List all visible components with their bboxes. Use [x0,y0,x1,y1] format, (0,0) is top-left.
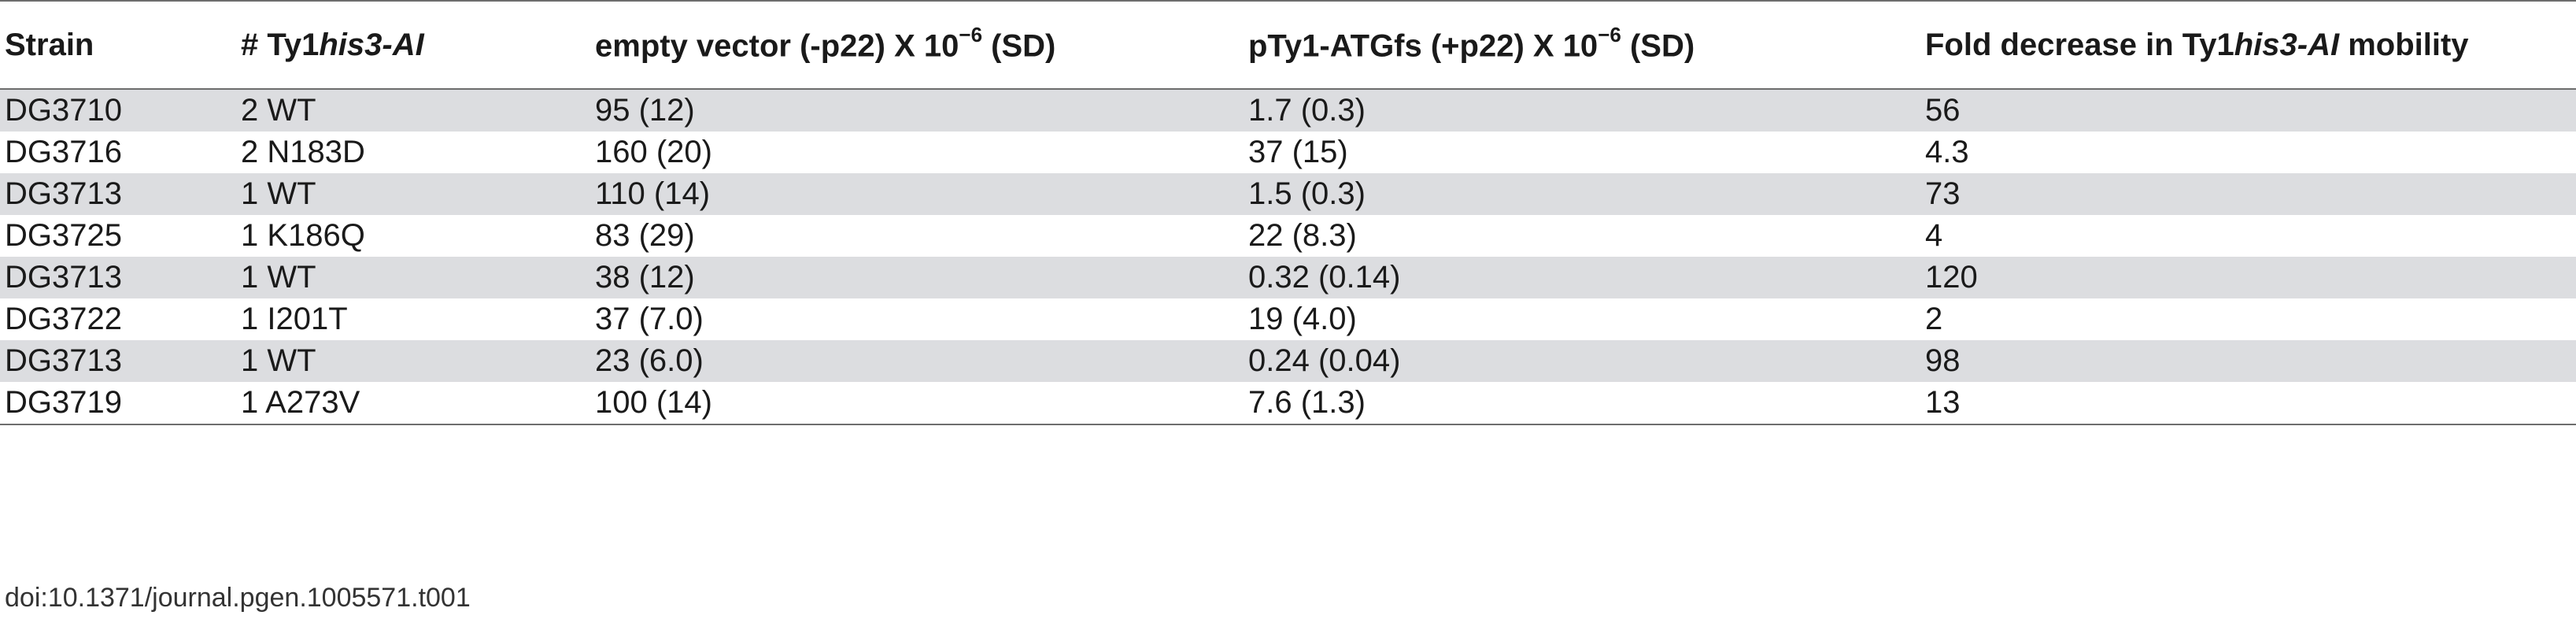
header-fold-decrease: Fold decrease in Ty1his3-AI mobility [1920,0,2576,90]
cell-strain: DG3713 [0,257,236,298]
header-strain: Strain [0,0,236,90]
cell-copies: 1 WT [236,257,590,298]
cell-empty-vector: 110 (14) [590,173,1244,215]
cell-fold-decrease: 98 [1920,340,2576,382]
mobility-table: Strain # Ty1his3-AI empty vector (-p22) … [0,0,2576,425]
header-empty-vector: empty vector (-p22) X 10−6 (SD) [590,0,1244,90]
cell-strain: DG3713 [0,173,236,215]
cell-fold-decrease: 73 [1920,173,2576,215]
cell-strain: DG3719 [0,382,236,425]
cell-copies: 1 A273V [236,382,590,425]
cell-strain: DG3716 [0,132,236,173]
cell-fold-decrease: 13 [1920,382,2576,425]
table-row: DG3713 1 WT 38 (12) 0.32 (0.14) 120 [0,257,2576,298]
cell-pty1: 37 (15) [1244,132,1920,173]
cell-copies: 2 WT [236,89,590,132]
cell-copies: 1 I201T [236,298,590,340]
cell-fold-decrease: 4.3 [1920,132,2576,173]
cell-fold-decrease: 4 [1920,215,2576,257]
table-body: DG3710 2 WT 95 (12) 1.7 (0.3) 56 DG3716 … [0,89,2576,425]
table-row: DG3719 1 A273V 100 (14) 7.6 (1.3) 13 [0,382,2576,425]
cell-pty1: 7.6 (1.3) [1244,382,1920,425]
cell-empty-vector: 23 (6.0) [590,340,1244,382]
header-copies: # Ty1his3-AI [236,0,590,90]
table-row: DG3713 1 WT 23 (6.0) 0.24 (0.04) 98 [0,340,2576,382]
cell-pty1: 0.24 (0.04) [1244,340,1920,382]
table-row: DG3716 2 N183D 160 (20) 37 (15) 4.3 [0,132,2576,173]
table-row: DG3722 1 I201T 37 (7.0) 19 (4.0) 2 [0,298,2576,340]
cell-pty1: 0.32 (0.14) [1244,257,1920,298]
cell-strain: DG3725 [0,215,236,257]
table-row: DG3725 1 K186Q 83 (29) 22 (8.3) 4 [0,215,2576,257]
cell-copies: 1 WT [236,173,590,215]
table-row: DG3713 1 WT 110 (14) 1.5 (0.3) 73 [0,173,2576,215]
cell-empty-vector: 83 (29) [590,215,1244,257]
cell-strain: DG3722 [0,298,236,340]
cell-pty1: 19 (4.0) [1244,298,1920,340]
data-table-container: Strain # Ty1his3-AI empty vector (-p22) … [0,0,2576,425]
table-header: Strain # Ty1his3-AI empty vector (-p22) … [0,0,2576,90]
cell-pty1: 1.7 (0.3) [1244,89,1920,132]
header-row: Strain # Ty1his3-AI empty vector (-p22) … [0,0,2576,90]
cell-strain: DG3713 [0,340,236,382]
cell-empty-vector: 38 (12) [590,257,1244,298]
cell-empty-vector: 100 (14) [590,382,1244,425]
table-row: DG3710 2 WT 95 (12) 1.7 (0.3) 56 [0,89,2576,132]
cell-pty1: 22 (8.3) [1244,215,1920,257]
cell-fold-decrease: 2 [1920,298,2576,340]
header-pty1: pTy1-ATGfs (+p22) X 10−6 (SD) [1244,0,1920,90]
cell-copies: 2 N183D [236,132,590,173]
cell-strain: DG3710 [0,89,236,132]
cell-empty-vector: 160 (20) [590,132,1244,173]
cell-pty1: 1.5 (0.3) [1244,173,1920,215]
doi-caption: doi:10.1371/journal.pgen.1005571.t001 [5,583,471,613]
cell-empty-vector: 95 (12) [590,89,1244,132]
cell-fold-decrease: 56 [1920,89,2576,132]
cell-copies: 1 WT [236,340,590,382]
cell-copies: 1 K186Q [236,215,590,257]
cell-fold-decrease: 120 [1920,257,2576,298]
cell-empty-vector: 37 (7.0) [590,298,1244,340]
